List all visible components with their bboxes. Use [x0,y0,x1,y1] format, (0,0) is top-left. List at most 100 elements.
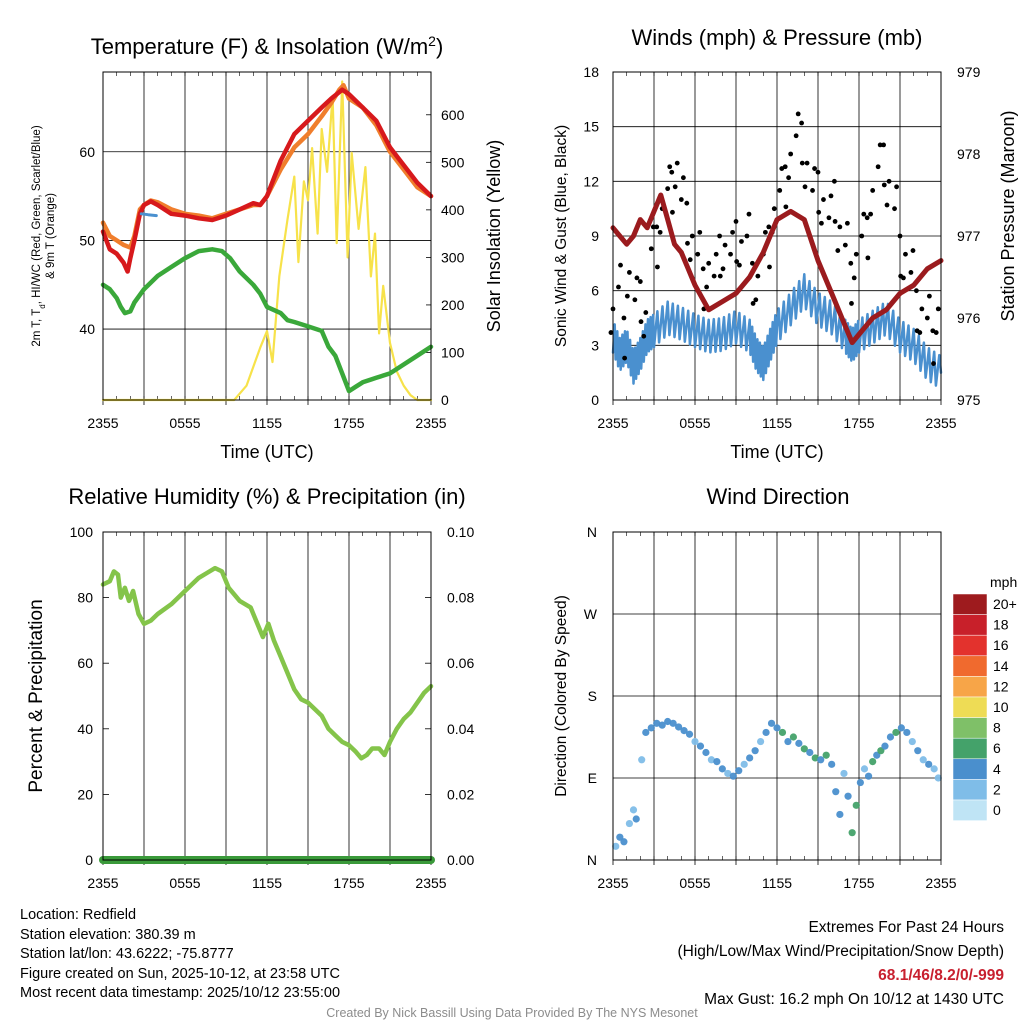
colorbar-swatch [952,614,988,636]
gust-point [849,301,854,306]
humidity-ytick-label: 20 [77,786,93,802]
gust-point [739,239,744,244]
gust-point [910,248,916,253]
sonic-wind-line [611,273,943,387]
direction-xtick-label: 2355 [925,875,956,891]
humidity-y2tick-label: 0.04 [447,721,474,737]
direction-point [696,742,705,750]
winds-y2tick-label: 979 [957,64,981,80]
direction-point [625,819,634,828]
gust-point [821,197,826,202]
direction-point [800,745,808,753]
direction-point [886,733,895,741]
temperature-series-hi-wc [139,212,158,218]
colorbar-swatch [952,634,988,657]
gust-point [799,120,804,126]
winds-ytick-label: 0 [591,392,599,408]
gust-point [861,211,867,217]
direction-point [934,774,942,782]
gust-point [762,229,768,235]
direction-xtick-label: 2355 [597,875,628,891]
gust-point [654,224,660,230]
gust-point [826,215,832,221]
gust-point [685,240,690,246]
gust-point [711,273,717,279]
gust-point [622,355,628,361]
gust-point [933,330,939,335]
gust-point [908,270,914,275]
gust-point [657,229,663,235]
gust-point [750,301,756,306]
gust-point [788,151,794,157]
direction-point [724,769,732,778]
direction-point [856,778,864,787]
winds-ytick-label: 3 [591,337,599,353]
colorbar-swatch [952,655,988,677]
gust-point [637,279,643,284]
gust-point [875,164,881,170]
direction-point [612,842,620,850]
gust-point [881,182,887,188]
direction-xtick-label: 1755 [843,875,874,891]
gust-point [892,206,897,212]
direction-point [836,810,844,819]
direction-point [789,733,798,741]
gust-point [618,262,623,268]
speed-colorbar: mph 20+ 18 16 14 12 10 8 6 4 2 0 [952,574,1017,821]
gust-point [897,233,903,239]
direction-point [620,838,628,846]
gust-point [641,333,647,339]
direction-title: Wind Direction [706,484,849,509]
direction-point [840,769,848,778]
winds-ytick-label: 9 [591,228,599,244]
humidity-panel: 2355 0555 1155 1755 2355 0 20 40 60 80 100 0.00 0.02… [26,484,474,891]
colorbar-label: 2 [993,781,1001,797]
temperature-xtick-label: 1155 [252,415,282,431]
gust-point [704,284,710,290]
direction-ylabel: Direction (Colored By Speed) [553,595,570,797]
colorbar-unit: mph [990,574,1017,590]
gust-point [753,297,759,303]
temperature-ylabel-line2: & 9m T (Orange) [45,193,57,279]
temperature-y2tick-label: 100 [441,344,465,360]
direction-point [757,737,765,746]
gust-point [717,233,722,239]
direction-point [746,754,754,762]
gust-point [672,184,678,190]
direction-point [919,756,927,764]
direction-ytick-label: N [587,852,597,868]
pressure-line [610,192,944,346]
colorbar-swatch [952,696,988,718]
gust-point [669,169,675,175]
gust-point [835,248,841,253]
station-elevation: Station elevation: 380.39 m [20,926,196,943]
colorbar-label: 12 [993,678,1009,694]
gust-point [832,178,837,184]
direction-point [767,719,776,727]
humidity-xtick-label: 1755 [333,875,364,891]
gust-point [786,175,792,181]
temperature-series-td [100,247,434,394]
humidity-xtick-label: 0555 [169,875,200,891]
extremes-subtitle: (High/Low/Max Wind/Precipitation/Snow De… [677,943,1005,960]
colorbar-swatch [952,717,988,739]
direction-point [832,788,840,796]
colorbar-swatch [952,758,988,780]
temperature-xtick-label: 2355 [415,415,446,431]
gust-point [844,220,850,226]
direction-xtick-label: 1155 [762,875,792,891]
gust-point [717,273,723,279]
direction-point [773,724,781,732]
direction-frame [612,531,942,861]
gust-point [815,169,821,175]
direction-point [675,723,683,731]
winds-xlabel: Time (UTC) [730,442,823,462]
gust-point [924,315,930,321]
direction-point [892,728,900,737]
gust-point [730,229,735,235]
direction-point [897,724,905,732]
direction-point [903,728,911,737]
credit-line: Created By Nick Bassill Using Data Provi… [326,1006,698,1020]
gust-point [935,306,941,312]
